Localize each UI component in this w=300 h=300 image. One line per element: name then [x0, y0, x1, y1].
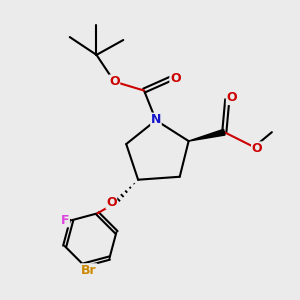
Text: F: F — [61, 214, 69, 227]
Text: O: O — [252, 142, 262, 155]
Text: O: O — [226, 92, 237, 104]
Text: O: O — [109, 75, 120, 88]
Polygon shape — [189, 129, 225, 141]
Text: O: O — [170, 72, 181, 85]
Text: O: O — [106, 196, 117, 208]
Text: N: N — [151, 113, 161, 126]
Text: Br: Br — [81, 264, 97, 277]
